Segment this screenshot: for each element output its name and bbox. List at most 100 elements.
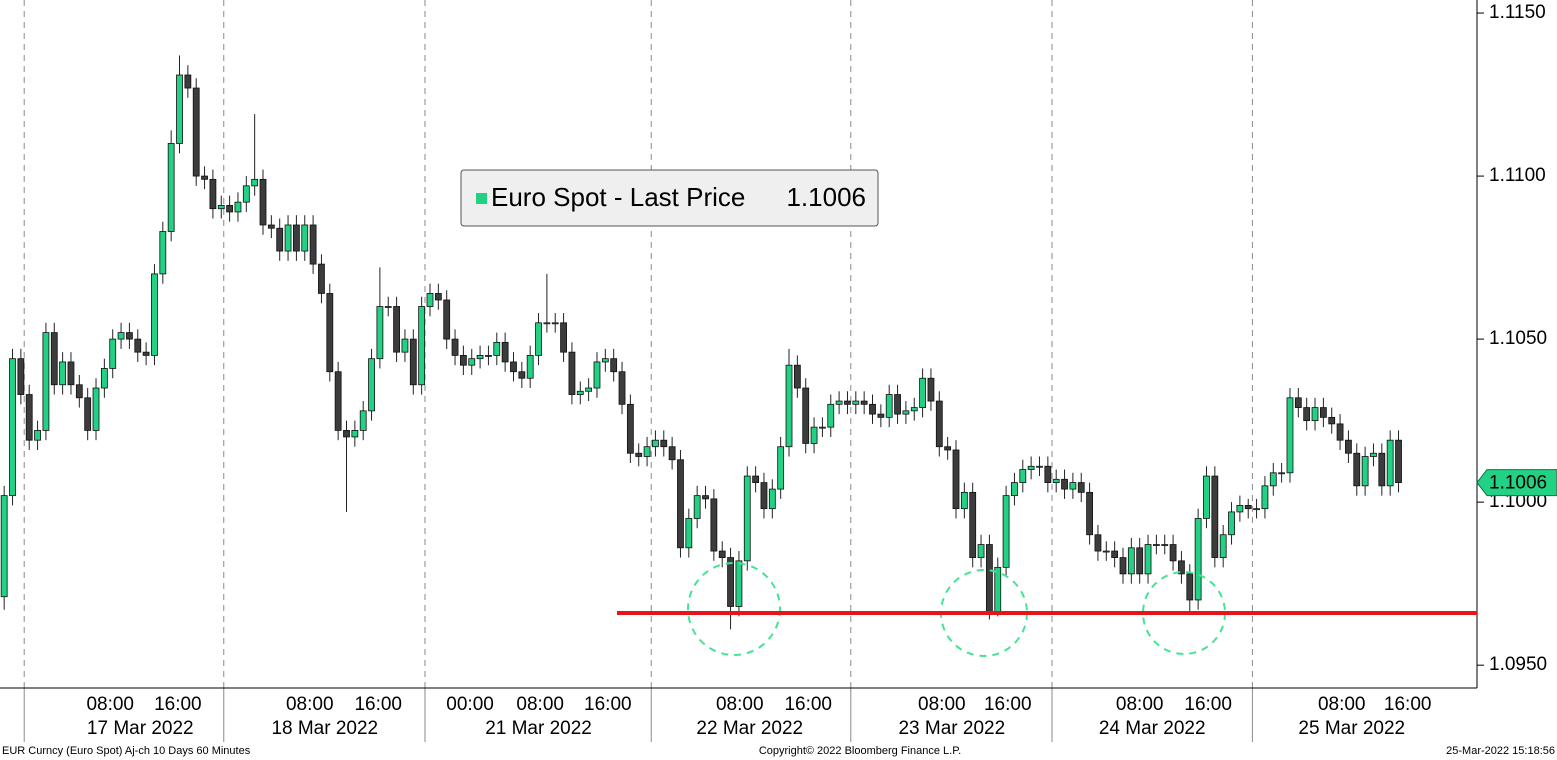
footer-left: EUR Curncy (Euro Spot) Aj-ch 10 Days 60 …: [2, 745, 251, 757]
candle-body: [1278, 472, 1286, 475]
x-tick-label: 16:00: [154, 694, 202, 715]
candle-body: [359, 410, 367, 431]
candle-body: [67, 361, 75, 386]
candle-body: [493, 341, 501, 356]
last-price-tag: [1476, 469, 1557, 497]
candle-body: [201, 175, 208, 180]
candle-body: [92, 387, 100, 431]
candle-body: [660, 439, 668, 448]
candle-body: [9, 358, 16, 497]
candle-body: [585, 387, 593, 392]
y-tick-label: 1.0950: [1489, 654, 1547, 675]
candle-body: [50, 332, 58, 386]
candle-body: [869, 403, 876, 415]
candle-body: [1161, 544, 1169, 546]
candle-body: [819, 426, 826, 429]
candle-body: [318, 263, 325, 294]
candle-body: [1152, 544, 1160, 546]
candle-body: [1036, 465, 1043, 468]
candle-body: [960, 491, 968, 510]
highlight-circles: [687, 562, 1226, 657]
candle-body: [768, 488, 776, 510]
candle-body: [1052, 478, 1060, 483]
candle-body: [677, 459, 684, 549]
candle-body: [1361, 456, 1369, 487]
y-tick-label: 1.1100: [1489, 165, 1546, 186]
candle-body: [17, 358, 25, 395]
candle-body: [1244, 505, 1252, 510]
candle-body: [743, 475, 751, 562]
candle-body: [134, 338, 142, 353]
footer-right: 25-Mar-2022 15:18:56: [1446, 745, 1555, 757]
plot: [0, 55, 1402, 630]
candle-body: [142, 351, 150, 356]
candle-body: [459, 355, 467, 366]
candle-body: [293, 224, 300, 252]
legend-value: 1.1006: [786, 182, 866, 212]
highlight-circle: [687, 562, 781, 656]
candle-body: [426, 293, 434, 307]
candle-body: [409, 338, 417, 386]
candle-body: [1169, 544, 1177, 562]
date-label: 17 Mar 2022: [87, 718, 194, 739]
candle-body: [910, 407, 918, 412]
candle-body: [1094, 534, 1102, 552]
candle-body: [952, 449, 960, 510]
separators: [23, 0, 1253, 742]
candle-body: [535, 322, 542, 356]
candle-body: [1336, 423, 1344, 441]
candle-body: [251, 178, 259, 187]
candle-body: [835, 400, 843, 405]
candle-body: [902, 410, 910, 415]
candle-body: [1127, 547, 1135, 575]
candle-body: [1286, 397, 1294, 474]
candle-body: [793, 364, 801, 389]
candle-body: [785, 364, 793, 448]
footer-center: Copyright© 2022 Bloomberg Finance L.P.: [759, 745, 961, 757]
candle-body: [860, 400, 868, 405]
candle-body: [184, 74, 192, 89]
candle-body: [485, 355, 492, 357]
x-tick-label: 16:00: [984, 694, 1032, 715]
x-tick-label: 08:00: [918, 694, 966, 715]
candle-body: [1027, 465, 1035, 470]
candle-body: [543, 322, 551, 325]
candle-body: [702, 495, 709, 500]
candle-body: [376, 306, 384, 360]
candle-body: [151, 273, 158, 356]
candle-body: [1069, 482, 1077, 490]
candle-body: [284, 224, 292, 252]
legend-swatch: [476, 193, 487, 204]
candle-body: [1253, 508, 1260, 511]
candle-body: [635, 452, 643, 457]
candle-body: [1203, 475, 1210, 519]
candle-body: [1136, 547, 1144, 575]
candle-body: [827, 403, 835, 428]
candle-body: [760, 482, 768, 510]
x-tick-label: 16:00: [1184, 694, 1232, 715]
candle-body: [1328, 416, 1336, 425]
candle-body: [944, 446, 952, 451]
last-price-label: 1.1006: [1489, 473, 1547, 494]
candle-body: [242, 185, 250, 203]
candle-body: [259, 178, 267, 226]
candle-body: [551, 322, 559, 325]
candle-body: [1236, 505, 1244, 513]
candle-body: [1261, 485, 1269, 510]
candle-body: [343, 430, 350, 438]
candle-body: [752, 475, 760, 483]
candle-body: [560, 322, 567, 353]
candle-body: [1303, 407, 1311, 422]
candle-body: [576, 390, 584, 395]
candle-body: [326, 293, 334, 373]
x-tick-label: 08:00: [516, 694, 564, 715]
candle-body: [309, 224, 317, 265]
candle-body: [443, 299, 451, 340]
candle-body: [476, 355, 484, 360]
candle-body: [1178, 560, 1185, 575]
legend-box: [460, 169, 879, 227]
candle-body: [927, 377, 935, 402]
x-tick-label: 00:00: [446, 694, 494, 715]
candle-body: [685, 518, 693, 549]
